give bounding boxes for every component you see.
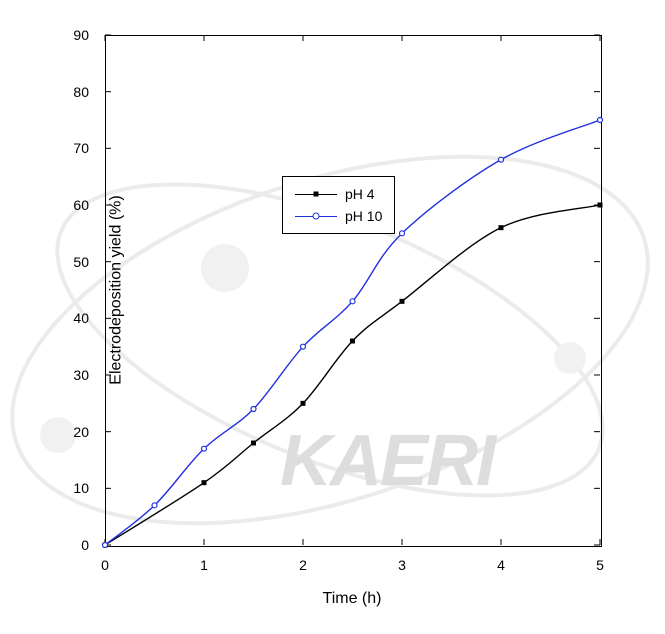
y-tick-label: 20 — [73, 424, 89, 440]
x-tick-label: 2 — [299, 557, 307, 573]
y-tick-label: 80 — [73, 84, 89, 100]
legend-marker — [313, 213, 320, 220]
marker-circle — [598, 118, 603, 123]
y-tick-label: 60 — [73, 197, 89, 213]
y-tick-label: 50 — [73, 254, 89, 270]
marker-circle — [202, 446, 207, 451]
legend-row: pH 10 — [295, 205, 382, 227]
x-tick-label: 4 — [497, 557, 505, 573]
chart-container: KAERI Electrodeposition yield (%) Time (… — [0, 0, 665, 634]
legend-item-label: pH 4 — [345, 186, 375, 202]
marker-circle — [400, 231, 405, 236]
x-axis-label: Time (h) — [323, 590, 382, 608]
chart-svg — [0, 0, 665, 634]
legend-row: pH 4 — [295, 183, 382, 205]
marker-circle — [103, 543, 108, 548]
x-tick-label: 1 — [200, 557, 208, 573]
y-tick-label: 0 — [81, 537, 89, 553]
x-tick-label: 3 — [398, 557, 406, 573]
legend-line — [295, 216, 337, 217]
legend-marker — [314, 192, 319, 197]
marker-square — [301, 401, 306, 406]
marker-circle — [301, 344, 306, 349]
marker-circle — [251, 407, 256, 412]
marker-square — [598, 203, 603, 208]
x-tick-label: 0 — [101, 557, 109, 573]
y-tick-label: 10 — [73, 480, 89, 496]
y-tick-label: 70 — [73, 140, 89, 156]
x-tick-label: 5 — [596, 557, 604, 573]
legend: pH 4 pH 10 — [282, 176, 395, 234]
marker-circle — [499, 157, 504, 162]
marker-square — [350, 339, 355, 344]
y-tick-label: 40 — [73, 310, 89, 326]
marker-square — [400, 299, 405, 304]
marker-square — [202, 480, 207, 485]
marker-square — [499, 225, 504, 230]
y-axis-label: Electrodeposition yield (%) — [108, 195, 126, 384]
series-line — [105, 205, 600, 545]
y-tick-label: 30 — [73, 367, 89, 383]
legend-item-label: pH 10 — [345, 208, 382, 224]
marker-circle — [152, 503, 157, 508]
legend-line — [295, 194, 337, 195]
marker-square — [251, 441, 256, 446]
marker-circle — [350, 299, 355, 304]
y-tick-label: 90 — [73, 27, 89, 43]
